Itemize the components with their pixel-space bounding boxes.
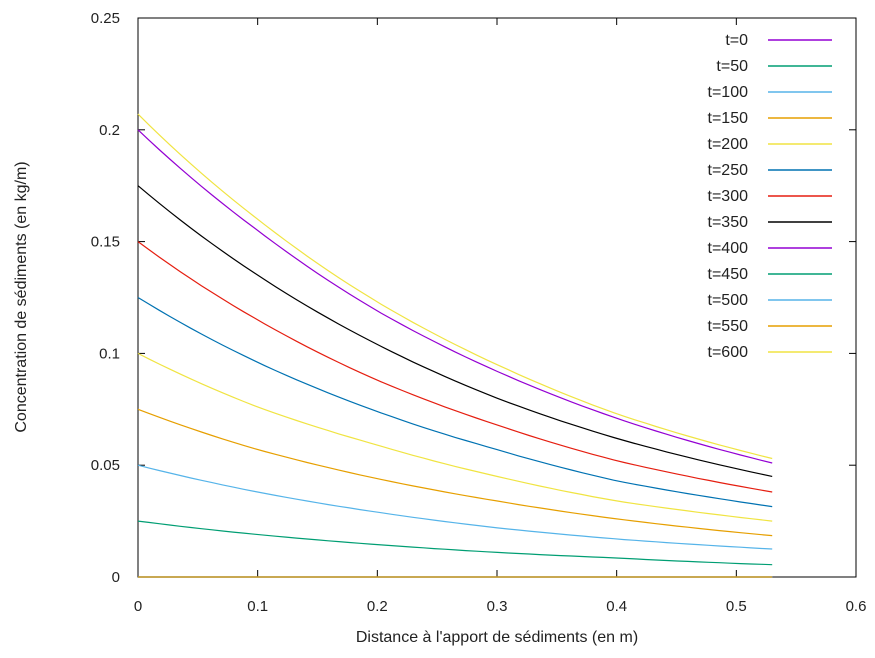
legend-label: t=200 xyxy=(708,136,749,153)
x-tick-label: 0.5 xyxy=(726,598,747,615)
x-tick-label: 0.1 xyxy=(247,598,268,615)
legend-label: t=50 xyxy=(716,58,748,75)
series-line-t-600 xyxy=(137,113,773,460)
legend-label: t=450 xyxy=(708,266,749,283)
y-tick-label: 0.2 xyxy=(99,122,120,139)
y-tick-label: 0.15 xyxy=(91,234,120,251)
x-tick-label: 0 xyxy=(134,598,142,615)
y-axis-label: Concentration de sédiments (en kg/m) xyxy=(13,161,30,432)
legend-label: t=600 xyxy=(708,344,749,361)
axis-ticks: 0 0.1 0.2 0.3 0.4 0.5 0.6 0 0.05 0.1 0.15 0.2 0.25 xyxy=(91,10,867,615)
y-tick-label: 0.1 xyxy=(99,345,120,362)
y-tick-label: 0.05 xyxy=(91,457,120,474)
series-line-t-150 xyxy=(137,408,773,537)
plot-frame xyxy=(137,17,857,578)
series-line-t-100 xyxy=(137,464,773,550)
series-line-t-250 xyxy=(137,296,773,508)
series-line-t-50 xyxy=(137,520,773,566)
legend-label: t=400 xyxy=(708,240,749,257)
legend-label: t=150 xyxy=(708,110,749,127)
series-lines xyxy=(137,113,773,578)
y-tick-label: 0 xyxy=(112,569,120,586)
legend-label: t=550 xyxy=(708,318,749,335)
legend-label: t=100 xyxy=(708,84,749,101)
legend-label: t=500 xyxy=(708,292,749,309)
x-tick-label: 0.2 xyxy=(367,598,388,615)
x-tick-label: 0.4 xyxy=(606,598,627,615)
legend: t=0 t=50 t=100 t=150 t=200 t=250 t=300 t=350 t=4… xyxy=(708,32,832,361)
legend-label: t=0 xyxy=(725,32,748,49)
y-tick-label: 0.25 xyxy=(91,10,120,27)
legend-label: t=300 xyxy=(708,188,749,205)
x-axis-label: Distance à l'apport de sédiments (en m) xyxy=(356,629,638,646)
x-tick-label: 0.6 xyxy=(846,598,867,615)
series-line-t-300 xyxy=(137,241,773,493)
x-tick-label: 0.3 xyxy=(487,598,508,615)
plot-area xyxy=(137,17,857,578)
series-line-t-200 xyxy=(137,352,773,522)
legend-label: t=350 xyxy=(708,214,749,231)
legend-label: t=250 xyxy=(708,162,749,179)
series-line-t-400 xyxy=(137,129,773,464)
series-line-t-350 xyxy=(137,185,773,477)
